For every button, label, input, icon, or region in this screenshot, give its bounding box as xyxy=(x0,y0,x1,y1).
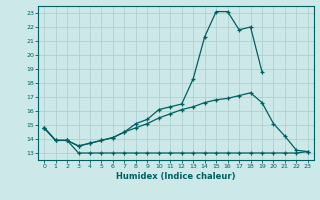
X-axis label: Humidex (Indice chaleur): Humidex (Indice chaleur) xyxy=(116,172,236,181)
